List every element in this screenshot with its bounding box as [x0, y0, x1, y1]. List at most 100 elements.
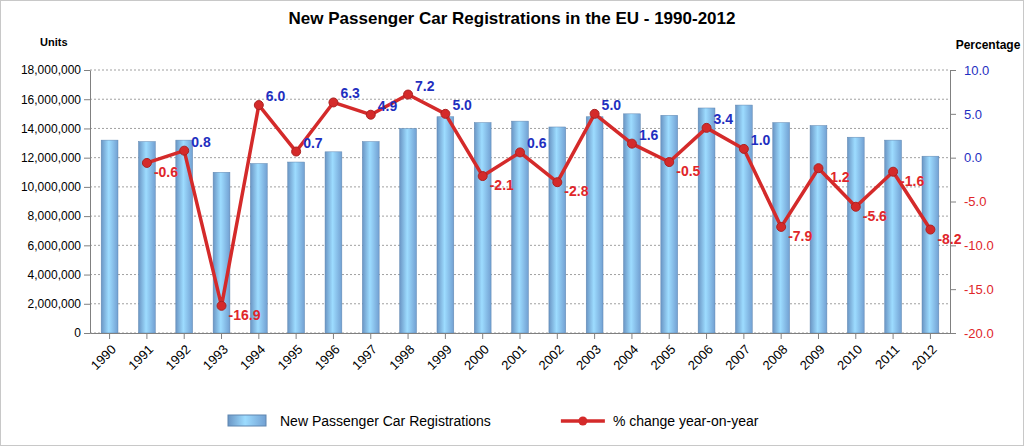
tick-mark — [84, 304, 90, 305]
data-label: 1.0 — [751, 132, 771, 148]
marker — [814, 164, 823, 173]
tick-label: 1992 — [162, 342, 193, 373]
tick-mark — [950, 289, 956, 290]
legend-swatch — [228, 415, 266, 426]
tick-mark — [930, 333, 931, 339]
tick-mark — [184, 333, 185, 339]
grid — [90, 70, 950, 333]
tick: 1995 — [274, 333, 305, 373]
tick-mark — [482, 333, 483, 339]
tick-mark — [84, 333, 90, 334]
marker — [590, 109, 599, 118]
legend-label: % change year-on-year — [613, 413, 759, 429]
tick: 14,000,000 — [21, 122, 90, 136]
y-axis-title: Units — [40, 36, 68, 48]
marker — [254, 101, 263, 110]
chart: New Passenger Car Registrations in the E… — [0, 0, 1024, 446]
tick: 2001 — [498, 333, 529, 373]
tick: 1992 — [162, 333, 193, 373]
tick-label: 16,000,000 — [21, 93, 81, 107]
y-axis: 02,000,0004,000,0006,000,0008,000,00010,… — [21, 63, 91, 340]
tick-label: 2005 — [648, 342, 679, 373]
data-label: -0.5 — [676, 163, 700, 179]
grid-line — [90, 99, 950, 100]
data-label: 4.9 — [378, 98, 398, 114]
tick: 0 — [74, 326, 90, 340]
tick: 1999 — [424, 333, 455, 373]
tick-mark — [84, 245, 90, 246]
tick: -5.0 — [950, 194, 986, 209]
tick: 1990 — [88, 333, 119, 373]
marker — [366, 110, 375, 119]
tick-label: -20.0 — [964, 326, 994, 341]
tick: 12,000,000 — [21, 151, 90, 165]
bar — [586, 117, 603, 333]
tick: 2012 — [909, 333, 940, 373]
bar — [661, 115, 678, 333]
tick: 1998 — [386, 333, 417, 373]
bar — [549, 127, 566, 333]
tick-label: 1991 — [125, 342, 156, 373]
marker — [627, 139, 636, 148]
legend-marker — [578, 417, 587, 426]
tick-label: 12,000,000 — [21, 151, 81, 165]
grid-line — [90, 70, 950, 71]
tick: 2010 — [834, 333, 865, 373]
tick-label: 10,000,000 — [21, 180, 81, 194]
tick: 2005 — [648, 333, 679, 373]
tick: 1994 — [237, 333, 268, 373]
marker — [292, 147, 301, 156]
tick-mark — [445, 333, 446, 339]
data-label: -2.1 — [490, 177, 514, 193]
tick-label: -10.0 — [964, 238, 994, 253]
tick: 2004 — [610, 333, 641, 373]
data-label: -0.6 — [154, 164, 178, 180]
tick-label: 2006 — [685, 342, 716, 373]
tick-label: 2004 — [610, 342, 641, 373]
marker — [739, 144, 748, 153]
tick-label: 1994 — [237, 342, 268, 373]
bar-series — [101, 105, 939, 333]
tick: 1997 — [349, 333, 380, 373]
tick-mark — [84, 99, 90, 100]
tick-mark — [631, 333, 632, 339]
marker — [478, 172, 487, 181]
bar — [362, 142, 379, 333]
tick-label: 14,000,000 — [21, 122, 81, 136]
tick-mark — [950, 114, 956, 115]
data-label: 5.0 — [452, 97, 472, 113]
tick-label: 0 — [74, 326, 81, 340]
tick-mark — [557, 333, 558, 339]
tick-label: 10.0 — [964, 63, 989, 78]
tick: 6,000,000 — [28, 239, 90, 253]
data-label: -8.2 — [937, 231, 961, 247]
tick-label: 8,000,000 — [28, 209, 82, 223]
tick: 2,000,000 — [28, 297, 90, 311]
bar — [400, 128, 417, 333]
tick: 10,000,000 — [21, 180, 90, 194]
tick: 1991 — [125, 333, 156, 373]
tick-mark — [893, 333, 894, 339]
marker — [217, 301, 226, 310]
marker — [553, 178, 562, 187]
tick-label: 2011 — [872, 342, 902, 372]
bar — [922, 156, 939, 333]
tick-label: 2,000,000 — [28, 297, 82, 311]
tick-mark — [109, 333, 110, 339]
tick-label: 6,000,000 — [28, 239, 82, 253]
tick-label: 0.0 — [964, 150, 982, 165]
tick-label: 2007 — [722, 342, 753, 373]
title: New Passenger Car Registrations in the E… — [289, 9, 736, 28]
tick-mark — [221, 333, 222, 339]
marker — [329, 98, 338, 107]
tick-mark — [520, 333, 521, 339]
bar — [735, 105, 752, 333]
marker — [777, 222, 786, 231]
bar — [288, 162, 305, 333]
tick-label: 1990 — [88, 342, 119, 373]
bar — [512, 121, 529, 333]
tick-mark — [333, 333, 334, 339]
tick: 1993 — [200, 333, 231, 373]
tick-label: 1998 — [386, 342, 417, 373]
tick-mark — [84, 275, 90, 276]
